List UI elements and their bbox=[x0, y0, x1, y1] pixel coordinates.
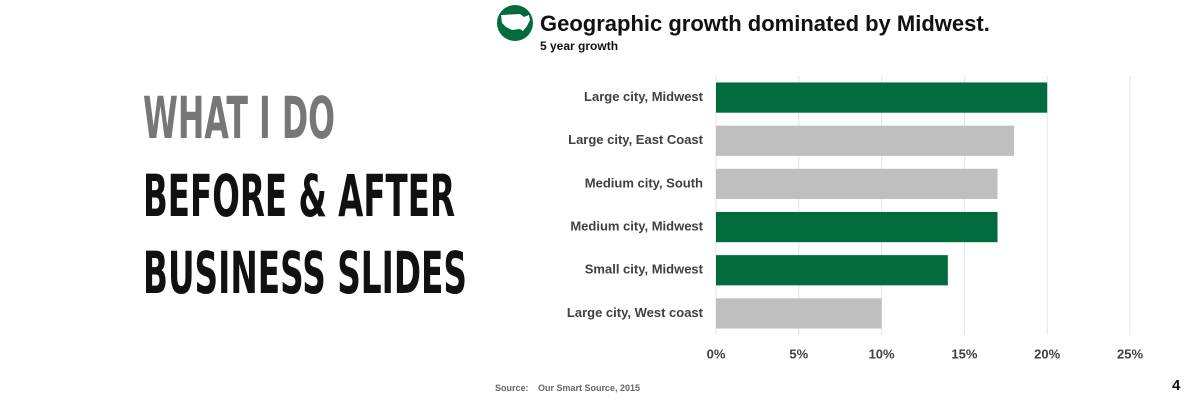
bar bbox=[716, 125, 1015, 156]
slide-line: BEFORE & AFTER bbox=[143, 162, 455, 230]
y-tick-label: Small city, Midwest bbox=[585, 262, 704, 277]
y-tick-label: Medium city, Midwest bbox=[570, 219, 703, 234]
x-tick-label: 10% bbox=[869, 346, 895, 361]
y-tick-label: Medium city, South bbox=[585, 175, 703, 190]
bar bbox=[716, 211, 998, 243]
x-tick-label: 15% bbox=[951, 346, 977, 361]
y-tick-label: Large city, East Coast bbox=[568, 132, 704, 147]
source-label: Source: bbox=[495, 383, 529, 393]
chart-title: Geographic growth dominated by Midwest. bbox=[540, 11, 990, 36]
page-number: 4 bbox=[1172, 377, 1181, 394]
x-tick-label: 5% bbox=[789, 346, 808, 361]
bar bbox=[716, 82, 1048, 113]
bar bbox=[716, 298, 882, 329]
x-tick-label: 0% bbox=[707, 346, 726, 361]
slide-heading: WHAT I DO bbox=[143, 84, 335, 152]
grid bbox=[715, 76, 1131, 335]
icon-map bbox=[501, 14, 530, 31]
source: Our Smart Source, 2015 bbox=[538, 383, 640, 393]
chart-subtitle: 5 year growth bbox=[540, 39, 618, 53]
slide-line: BUSINESS SLIDES bbox=[143, 239, 467, 307]
us-map-icon bbox=[497, 5, 533, 41]
y-tick-label: Large city, Midwest bbox=[584, 89, 704, 104]
plot bbox=[716, 82, 1048, 329]
x-tick-label: 20% bbox=[1034, 346, 1060, 361]
bar bbox=[716, 168, 998, 200]
x-tick-label: 25% bbox=[1117, 346, 1143, 361]
bar bbox=[716, 255, 948, 286]
y-tick-label: Large city, West coast bbox=[567, 305, 704, 320]
